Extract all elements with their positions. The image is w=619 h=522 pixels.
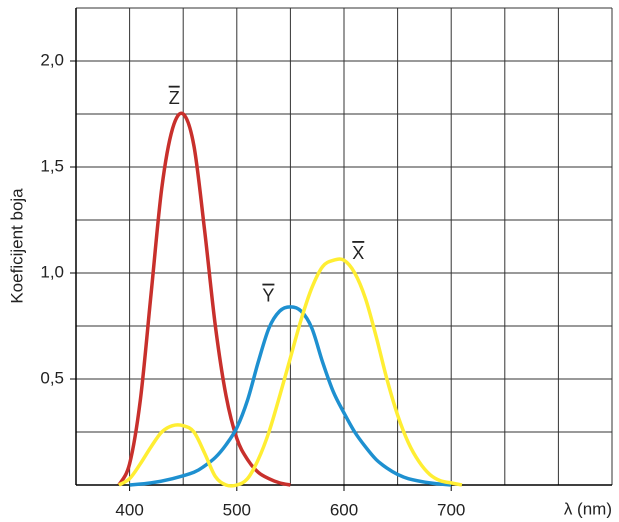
legend-label: X — [352, 243, 364, 263]
y-axis-label: Koeficijent boja — [7, 188, 26, 304]
x-tick-label: 500 — [223, 500, 251, 519]
y-tick-label: 1,5 — [40, 156, 64, 175]
x-tick-label: 600 — [330, 500, 358, 519]
y-tick-label: 1,0 — [40, 262, 64, 281]
line — [117, 257, 463, 488]
line — [117, 111, 291, 487]
y-tick-label: 0,5 — [40, 368, 64, 387]
legend-label: Y — [262, 286, 274, 306]
x-tick-label: 700 — [437, 500, 465, 519]
y-tick-label: 2,0 — [40, 50, 64, 69]
x-tick-label: 400 — [115, 500, 143, 519]
legend-label: Z — [169, 88, 180, 108]
x-axis-label: λ (nm) — [564, 499, 612, 518]
line — [129, 305, 452, 487]
